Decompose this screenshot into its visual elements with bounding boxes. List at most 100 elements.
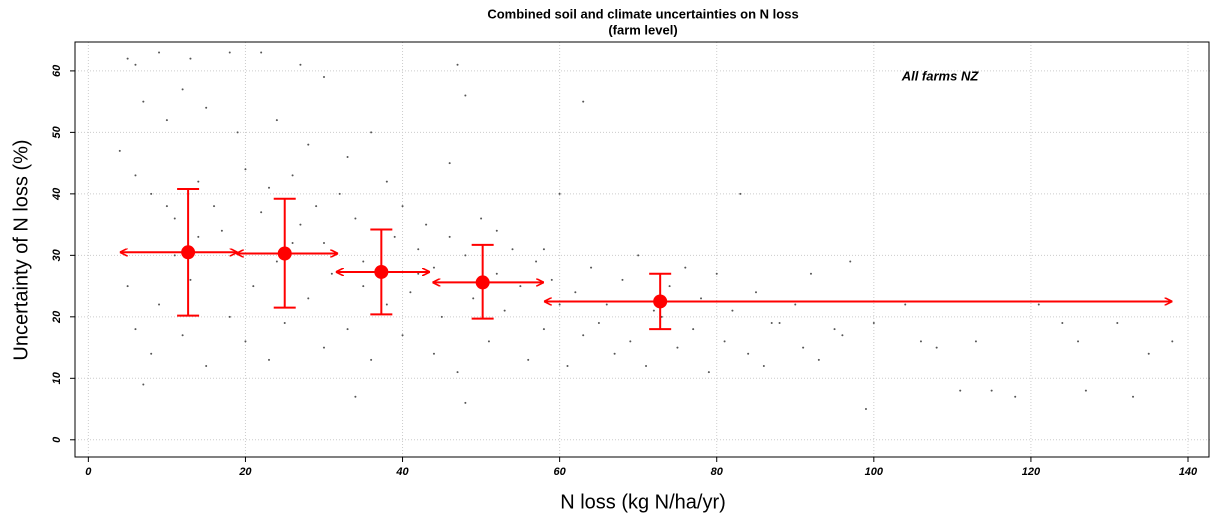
summary-point [653, 294, 668, 309]
point [401, 205, 404, 208]
point [197, 180, 200, 183]
point [1084, 389, 1087, 392]
point [872, 321, 875, 324]
point [864, 408, 867, 411]
point [417, 248, 420, 251]
point [637, 254, 640, 257]
point [315, 205, 318, 208]
point [550, 278, 553, 281]
point [1116, 321, 1119, 324]
point [354, 395, 357, 398]
point [487, 340, 490, 343]
point [432, 266, 435, 269]
point [511, 248, 514, 251]
point [503, 309, 506, 312]
point [260, 51, 263, 54]
point [755, 291, 757, 294]
point [322, 76, 325, 79]
point [919, 340, 922, 343]
point [629, 340, 632, 343]
point [527, 358, 530, 361]
point [1014, 395, 1017, 398]
point [299, 223, 302, 226]
point [228, 315, 231, 318]
point [134, 174, 137, 177]
point [566, 365, 569, 368]
point [181, 334, 184, 337]
point [684, 266, 687, 269]
point [362, 260, 365, 263]
point [990, 389, 993, 392]
summary-point [181, 245, 196, 260]
point [173, 217, 176, 220]
point [1132, 395, 1135, 398]
point [228, 51, 231, 54]
point [621, 278, 624, 281]
point [582, 100, 585, 103]
x-tick-label: 60 [554, 466, 567, 478]
point [542, 248, 545, 251]
point [762, 365, 765, 368]
point [558, 192, 561, 195]
point [652, 309, 655, 312]
point [417, 272, 420, 275]
point [260, 211, 263, 214]
y-tick-label: 0 [51, 436, 63, 443]
point [150, 192, 153, 195]
point [597, 321, 600, 324]
point [158, 51, 161, 54]
point [464, 254, 467, 257]
point [385, 303, 388, 306]
point [165, 205, 168, 208]
point [448, 162, 451, 165]
point [322, 346, 325, 349]
point [472, 297, 475, 300]
point [330, 272, 333, 275]
point [370, 358, 373, 361]
summary-point [277, 246, 292, 261]
point [1171, 340, 1174, 343]
point [213, 205, 216, 208]
point [747, 352, 750, 355]
point [495, 272, 498, 275]
y-axis-label: Uncertainty of N loss (%) [10, 139, 32, 360]
point [841, 334, 844, 337]
point [770, 321, 773, 324]
point [244, 340, 247, 343]
point [432, 352, 435, 355]
point [1061, 321, 1064, 324]
point [974, 340, 977, 343]
point [126, 285, 129, 288]
y-tick-label: 10 [51, 371, 63, 384]
point [464, 94, 467, 97]
point [668, 285, 671, 288]
x-axis-label: N loss (kg N/ha/yr) [560, 491, 726, 513]
x-tick-label: 100 [865, 466, 884, 478]
point [268, 358, 271, 361]
point [134, 63, 137, 66]
point [700, 297, 703, 300]
point [322, 242, 325, 245]
point [542, 328, 545, 331]
point [456, 371, 459, 374]
summary-point [475, 275, 490, 290]
point [802, 346, 805, 349]
point [173, 254, 176, 257]
point [692, 328, 695, 331]
y-tick-label: 50 [51, 125, 63, 138]
point [220, 229, 223, 232]
plot-frame [74, 41, 1210, 458]
annotation: All farms NZ [901, 68, 980, 83]
point [574, 291, 577, 294]
point [605, 303, 608, 306]
point [1037, 303, 1040, 306]
point [660, 315, 663, 318]
point [849, 260, 852, 263]
point [495, 229, 498, 232]
point [165, 119, 168, 122]
point [448, 235, 451, 238]
point [142, 383, 145, 386]
x-tick-label: 0 [85, 466, 92, 478]
point [519, 285, 522, 288]
